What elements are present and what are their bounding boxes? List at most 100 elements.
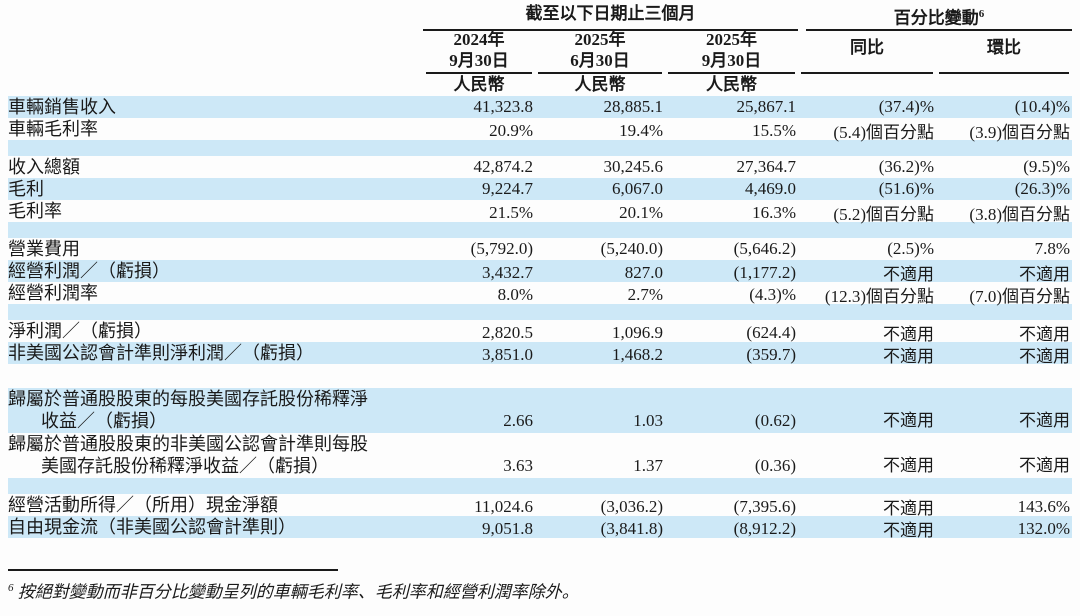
table-row: 車輛銷售收入 41,323.8 28,885.1 25,867.1 (37.4)% (10… bbox=[8, 96, 1072, 118]
cell-value: (4.3)% bbox=[749, 284, 796, 304]
table-row: 經營利潤率 8.0% 2.7% (4.3)% (12.3)個百分點 (7.0)個百分點 bbox=[8, 282, 1072, 307]
table-spacer-row bbox=[8, 222, 1072, 238]
table-row: 毛利率 21.5% 20.1% 16.3% (5.2)個百分點 (3.8)個百分點 bbox=[8, 200, 1072, 224]
financial-results-page: 截至以下日期止三個月 百分比變動6 2024年 9月30日 2025年 6月30… bbox=[8, 4, 1072, 602]
cell-value: 1.03 bbox=[633, 411, 663, 430]
table-row: 車輛毛利率 20.9% 19.4% 15.5% (5.4)個百分點 (3.9)個百分點 bbox=[8, 118, 1072, 143]
table-spacer-row bbox=[8, 140, 1072, 156]
cell-value: 30,245.6 bbox=[603, 157, 664, 176]
row-label-line1: 自由現金流（非美國公認會計準則） bbox=[8, 517, 296, 537]
cell-value: (8,912.2) bbox=[733, 518, 796, 538]
cell-value: 不適用 bbox=[883, 347, 934, 366]
cell-value: 不適用 bbox=[1019, 347, 1070, 366]
header-spacer bbox=[798, 74, 936, 96]
financial-results-table: 車輛銷售收入 41,323.8 28,885.1 25,867.1 (37.4)% (10… bbox=[8, 96, 1072, 540]
cell-value: (5,792.0) bbox=[470, 239, 533, 258]
row-label-line1: 車輛毛利率 bbox=[8, 119, 98, 139]
row-label-line1: 經營利潤／（虧損） bbox=[8, 261, 170, 281]
table-row: 收入總額 42,874.2 30,245.6 27,364.7 (36.2)% (9.5)… bbox=[8, 156, 1072, 178]
date-column-header-3: 2025年 9月30日 bbox=[668, 28, 795, 74]
row-label-line1: 毛利率 bbox=[8, 201, 62, 221]
cell-value: 41,323.8 bbox=[473, 97, 534, 116]
cell-value: (0.36) bbox=[754, 456, 796, 475]
cell-value: 20.1% bbox=[619, 202, 663, 222]
cell-value: (12.3)個百分點 bbox=[824, 287, 934, 306]
row-label: 收入總額 bbox=[8, 156, 423, 178]
cell-value: 11,024.6 bbox=[474, 496, 533, 516]
cell-value: (0.62) bbox=[754, 411, 796, 430]
cell-value: 20.9% bbox=[489, 120, 533, 140]
table-header-dates: 2024年 9月30日 2025年 6月30日 2025年 9月30日 同比 環… bbox=[8, 28, 1072, 74]
cell-value: (3.8)個百分點 bbox=[969, 205, 1070, 224]
cell-value: 19.4% bbox=[619, 120, 663, 140]
row-label: 經營利潤率 bbox=[8, 282, 423, 307]
cell-value: (37.4)% bbox=[878, 97, 934, 116]
cell-value: (5.4)個百分點 bbox=[833, 123, 934, 142]
row-label: 非美國公認會計準則淨利潤／（虧損） bbox=[8, 342, 423, 367]
cell-value: 3.63 bbox=[503, 456, 533, 475]
table-row: 毛利 9,224.7 6,067.0 4,469.0 (51.6)% (26.3)% bbox=[8, 178, 1072, 200]
cell-value: (3.9)個百分點 bbox=[969, 123, 1070, 142]
cell-value: 25,867.1 bbox=[736, 97, 797, 116]
change-group-label: 百分比變動 bbox=[893, 8, 979, 28]
cell-value: 不適用 bbox=[883, 325, 934, 344]
cell-value: 9,051.8 bbox=[482, 518, 533, 538]
table-row: 經營活動所得／（所用）現金淨額 11,024.6 (3,036.2) (7,395.6… bbox=[8, 494, 1072, 518]
yoy-column-header: 同比 bbox=[801, 28, 933, 74]
cell-value: 827.0 bbox=[624, 262, 663, 282]
cell-value: (359.7) bbox=[746, 344, 796, 364]
cell-value: 2.66 bbox=[503, 411, 533, 430]
cell-value: 8.0% bbox=[497, 284, 533, 304]
date-column-header-2: 2025年 6月30日 bbox=[538, 28, 662, 74]
table-spacer-row bbox=[8, 364, 1072, 388]
header-spacer bbox=[8, 74, 423, 96]
cell-value: (7.0)個百分點 bbox=[969, 287, 1070, 306]
cell-value: 42,874.2 bbox=[473, 157, 534, 176]
cell-value: (5.2)個百分點 bbox=[833, 205, 934, 224]
row-label-line1: 車輛銷售收入 bbox=[8, 97, 116, 117]
period-group-label: 截至以下日期止三個月 bbox=[525, 4, 696, 23]
date-year: 2024年 bbox=[453, 30, 505, 49]
cell-value: 1,096.9 bbox=[612, 322, 663, 342]
cell-value: (10.4)% bbox=[1014, 97, 1070, 116]
date-column-header-1: 2024年 9月30日 bbox=[426, 28, 532, 74]
cell-value: 不適用 bbox=[883, 499, 934, 518]
row-label: 淨利潤／（虧損） bbox=[8, 320, 423, 345]
currency-label-3: 人民幣 bbox=[706, 75, 757, 94]
footnote-reference-mark: 6 bbox=[8, 582, 14, 594]
row-label: 車輛毛利率 bbox=[8, 118, 423, 143]
cell-value: (5,646.2) bbox=[733, 239, 796, 258]
header-spacer bbox=[8, 4, 423, 31]
table-row: 自由現金流（非美國公認會計準則） 9,051.8 (3,841.8) (8,912.2… bbox=[8, 516, 1072, 540]
table-row: 營業費用 (5,792.0) (5,240.0) (5,646.2) (2.5)% 7.8… bbox=[8, 238, 1072, 260]
row-label-line1: 非美國公認會計準則淨利潤／（虧損） bbox=[8, 343, 314, 363]
cell-value: 不適用 bbox=[883, 521, 934, 540]
cell-value: 7.8% bbox=[1034, 239, 1070, 258]
table-spacer-row bbox=[8, 478, 1072, 494]
period-group-header: 截至以下日期止三個月 bbox=[423, 4, 798, 31]
table-spacer-row bbox=[8, 304, 1072, 320]
row-label: 歸屬於普通股股東的非美國公認會計準則每股 美國存託股份稀釋淨收益／（虧損） bbox=[8, 433, 423, 478]
cell-value: 1,468.2 bbox=[612, 344, 663, 364]
row-label: 營業費用 bbox=[8, 238, 423, 260]
cell-value: 28,885.1 bbox=[603, 97, 664, 116]
row-label-line1: 毛利 bbox=[8, 179, 44, 199]
cell-value: (1,177.2) bbox=[733, 262, 796, 282]
cell-value: 不適用 bbox=[883, 456, 934, 475]
cell-value: (26.3)% bbox=[1014, 179, 1070, 198]
cell-value: 9,224.7 bbox=[482, 179, 533, 198]
cell-value: (51.6)% bbox=[878, 179, 934, 198]
cell-value: 3,432.7 bbox=[482, 262, 533, 282]
row-label: 經營利潤／（虧損） bbox=[8, 260, 423, 285]
cell-value: 1.37 bbox=[633, 456, 663, 475]
qoq-column-header: 環比 bbox=[939, 28, 1069, 74]
cell-value: 不適用 bbox=[883, 411, 934, 430]
cell-value: 132.0% bbox=[1017, 518, 1070, 538]
footnote-text: 按絕對變動而非百分比變動呈列的車輛毛利率、毛利率和經營利潤率除外。 bbox=[17, 582, 579, 602]
footnote-reference-mark: 6 bbox=[978, 8, 985, 20]
yoy-label: 同比 bbox=[850, 37, 884, 57]
cell-value: 2.7% bbox=[627, 284, 663, 304]
cell-value: 4,469.0 bbox=[745, 179, 796, 198]
cell-value: (624.4) bbox=[746, 322, 796, 342]
cell-value: 不適用 bbox=[1019, 265, 1070, 284]
